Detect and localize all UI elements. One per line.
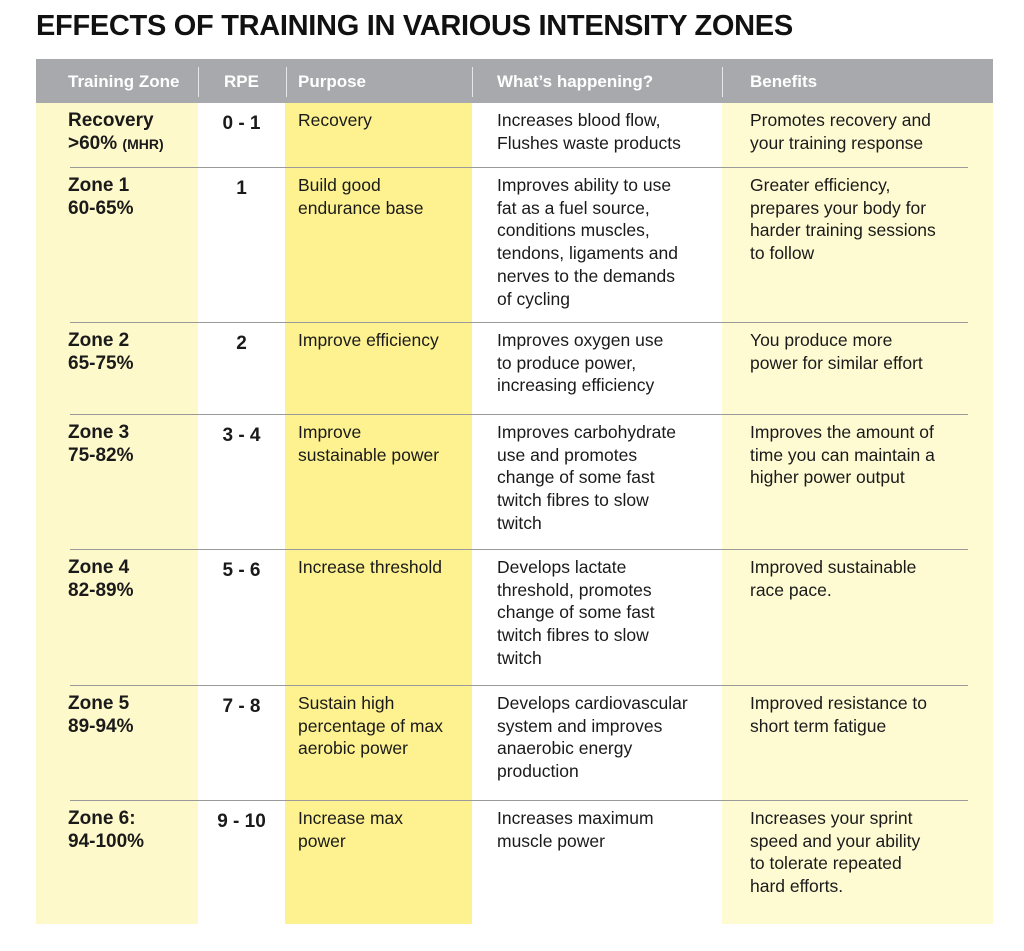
purpose-cell: Build good endurance base xyxy=(298,175,424,218)
header-divider xyxy=(722,67,723,97)
table-row: Zone 1 60-65% 1 Build good endurance base Im… xyxy=(0,168,1024,323)
row-divider xyxy=(70,800,968,801)
whats-happening-cell: Improves oxygen use to produce power, in… xyxy=(497,330,664,396)
purpose-cell: Increase max power xyxy=(298,808,404,851)
benefits-cell: Greater efficiency, prepares your body f… xyxy=(750,175,936,264)
zone-name: Zone 5 xyxy=(68,693,130,714)
zone-cell: Zone 4 82-89% xyxy=(68,556,134,602)
row-divider xyxy=(70,414,968,415)
header-divider xyxy=(198,67,199,97)
zone-range: >60% xyxy=(68,133,118,154)
benefits-column-background xyxy=(722,103,993,924)
zone-name: Recovery xyxy=(68,110,154,131)
row-divider xyxy=(70,322,968,323)
header-divider xyxy=(286,67,287,97)
zone-cell: Zone 2 65-75% xyxy=(68,329,134,375)
row-divider xyxy=(70,549,968,550)
table-row: Zone 3 75-82% 3 - 4 Improve sustainable pow… xyxy=(0,415,1024,550)
zone-cell: Zone 6: 94-100% xyxy=(68,807,144,853)
zone-name: Zone 3 xyxy=(68,422,130,443)
purpose-cell: Recovery xyxy=(298,110,372,130)
header-training-zone: Training Zone xyxy=(68,72,180,91)
table-row: Zone 2 65-75% 2 Improve efficiency Improves … xyxy=(0,323,1024,415)
zone-cell: Zone 5 89-94% xyxy=(68,692,134,738)
rpe-cell: 7 - 8 xyxy=(222,696,261,717)
purpose-cell: Improve sustainable power xyxy=(298,422,440,465)
zone-unit: (MHR) xyxy=(122,136,164,152)
purpose-cell: Improve efficiency xyxy=(298,330,439,350)
table-row: Recovery >60% (MHR) 0 - 1 Recovery Increases… xyxy=(0,103,1024,168)
benefits-cell: You produce more power for similar effor… xyxy=(750,330,923,373)
rpe-cell: 5 - 6 xyxy=(222,560,261,581)
benefits-cell: Improves the amount of time you can main… xyxy=(750,422,935,488)
zone-name: Zone 6: xyxy=(68,808,136,829)
benefits-cell: Improved sustainable race pace. xyxy=(750,557,917,600)
whats-happening-cell: Increases blood flow, Flushes waste prod… xyxy=(497,110,681,153)
benefits-cell: Promotes recovery and your training resp… xyxy=(750,110,931,153)
row-divider xyxy=(70,685,968,686)
whats-happening-cell: Increases maximum muscle power xyxy=(497,808,654,851)
whats-happening-cell: Develops cardiovascular system and impro… xyxy=(497,693,688,782)
zone-range: 94-100% xyxy=(68,831,145,852)
zone-cell: Recovery >60% (MHR) xyxy=(68,109,164,156)
zone-cell: Zone 3 75-82% xyxy=(68,421,134,467)
benefits-cell: Improved resistance to short term fatigu… xyxy=(750,693,928,736)
header-rpe: RPE xyxy=(224,72,259,91)
purpose-cell: Sustain high percentage of max aerobic p… xyxy=(298,693,443,759)
header-benefits: Benefits xyxy=(750,72,818,91)
whats-happening-cell: Develops lactate threshold, promotes cha… xyxy=(497,557,655,668)
header-purpose: Purpose xyxy=(298,72,367,91)
rpe-cell: 3 - 4 xyxy=(222,425,261,446)
zone-cell: Zone 1 60-65% xyxy=(68,174,134,220)
zone-name: Zone 4 xyxy=(68,557,130,578)
zone-column-background xyxy=(36,103,198,924)
rpe-cell: 0 - 1 xyxy=(222,113,261,134)
rpe-cell: 1 xyxy=(236,178,247,199)
benefits-cell: Increases your sprint speed and your abi… xyxy=(750,808,921,897)
rpe-cell: 2 xyxy=(236,333,247,354)
table-row: Zone 6: 94-100% 9 - 10 Increase max power In… xyxy=(0,801,1024,925)
zone-range: 82-89% xyxy=(68,580,134,601)
whats-happening-cell: Improves carbohydrate use and promotes c… xyxy=(497,422,676,533)
zone-name: Zone 1 xyxy=(68,175,130,196)
whats-happening-cell: Improves ability to use fat as a fuel so… xyxy=(497,175,678,309)
rpe-cell: 9 - 10 xyxy=(217,811,266,832)
page-title: EFFECTS OF TRAINING IN VARIOUS INTENSITY… xyxy=(36,10,793,42)
purpose-column-background xyxy=(285,103,472,924)
zone-range: 60-65% xyxy=(68,198,134,219)
header-divider xyxy=(472,67,473,97)
zone-name: Zone 2 xyxy=(68,330,130,351)
table-row: Zone 4 82-89% 5 - 6 Increase threshold Devel… xyxy=(0,550,1024,686)
table-header: Training Zone RPE Purpose What’s happeni… xyxy=(36,59,993,103)
zone-range: 89-94% xyxy=(68,716,134,737)
zone-range: 65-75% xyxy=(68,353,134,374)
zone-range: 75-82% xyxy=(68,445,134,466)
table-row: Zone 5 89-94% 7 - 8 Sustain high percentage… xyxy=(0,686,1024,801)
row-divider xyxy=(70,167,968,168)
header-whats-happening: What’s happening? xyxy=(497,72,654,91)
purpose-cell: Increase threshold xyxy=(298,557,442,577)
